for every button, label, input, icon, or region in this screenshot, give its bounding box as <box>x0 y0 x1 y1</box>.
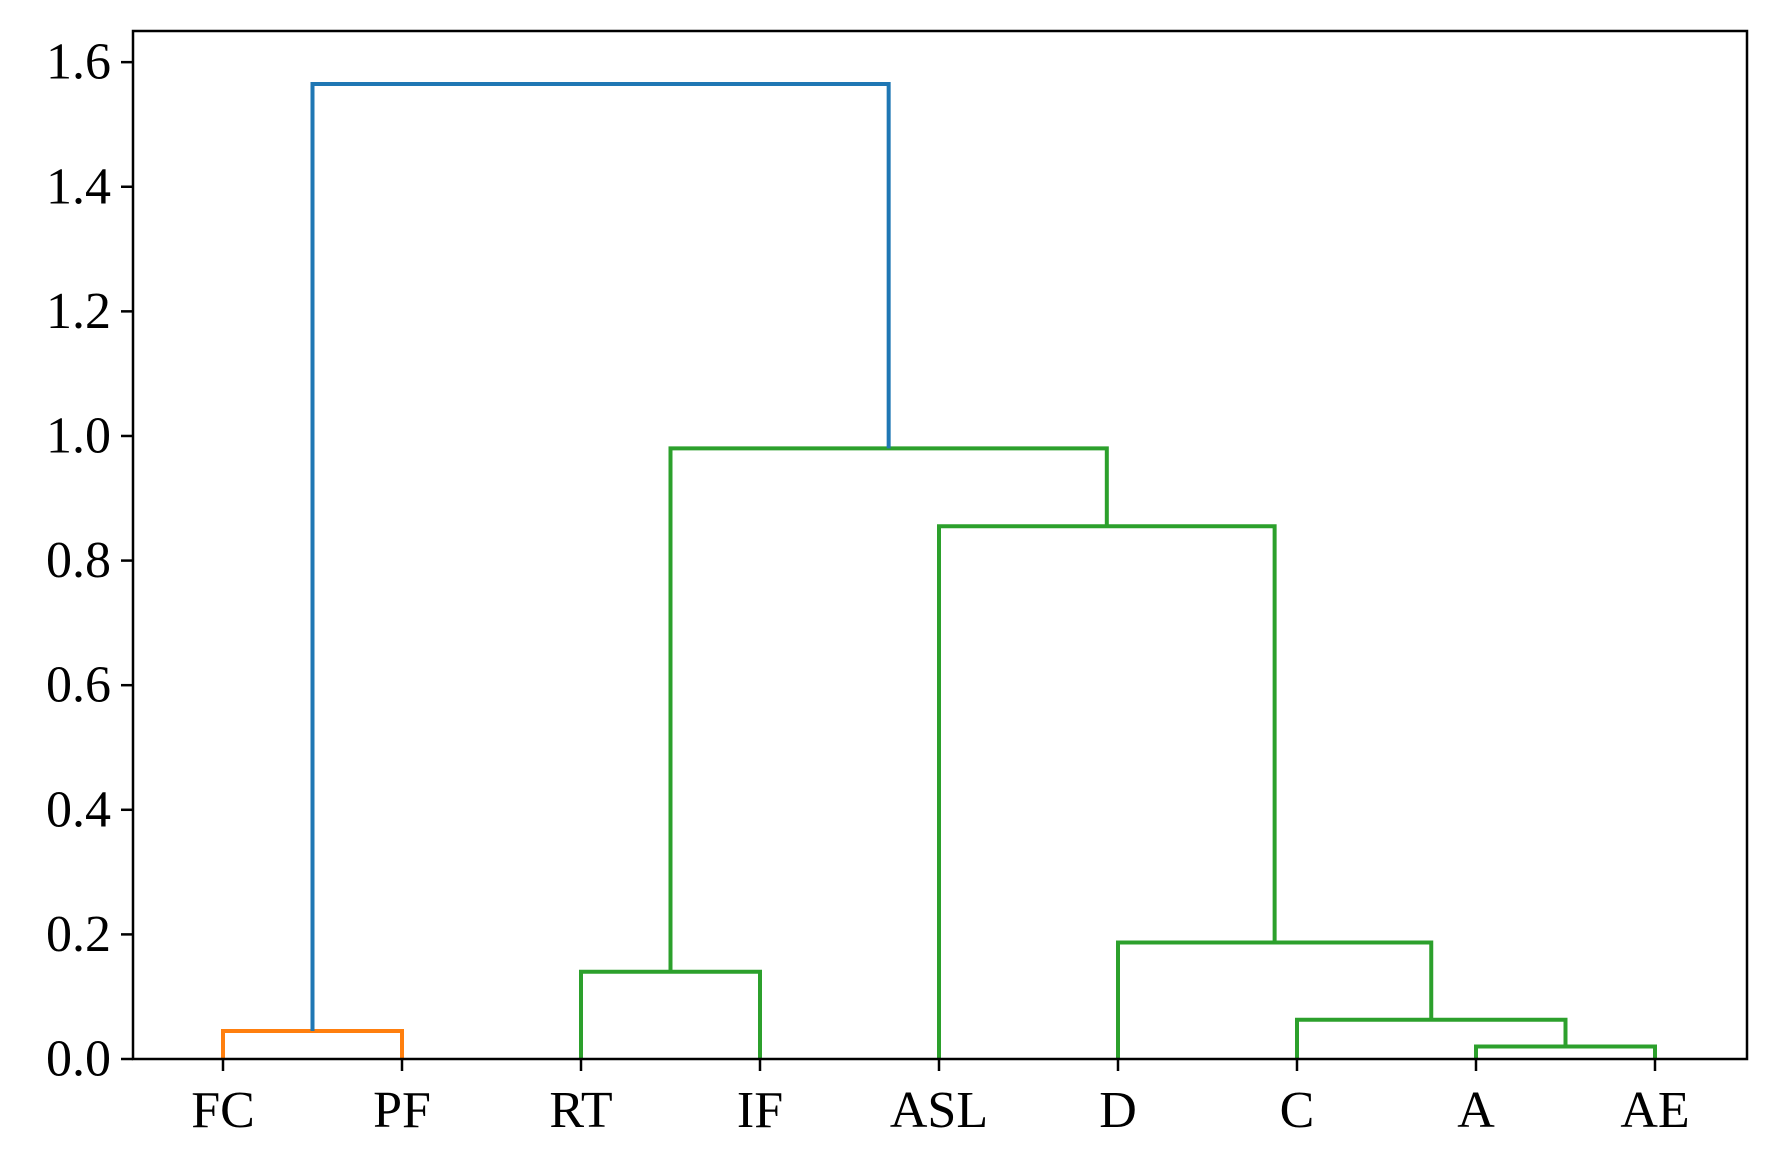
x-axis: FC PF RT IF ASL D C A AE <box>191 1059 1690 1139</box>
dendrogram-link-m1 <box>221 1028 404 1059</box>
y-tick-label: 0.4 <box>46 781 111 838</box>
y-tick-label: 1.4 <box>46 158 111 215</box>
dendrogram-link-m2 <box>579 969 762 1059</box>
dendrogram-link-m3 <box>1474 1044 1657 1059</box>
y-tick-label: 0.0 <box>46 1031 111 1088</box>
y-axis: 0.0 0.2 0.4 0.6 0.8 1.0 1.2 1.4 1.6 <box>46 34 133 1088</box>
x-tick-label-d: D <box>1099 1082 1137 1139</box>
x-tick-label-rt: RT <box>549 1082 612 1139</box>
x-tick-label-pf: PF <box>373 1082 431 1139</box>
y-tick-label: 1.6 <box>46 34 111 91</box>
y-tick-label: 0.2 <box>46 906 111 963</box>
x-tick-label-fc: FC <box>191 1082 255 1139</box>
y-tick-label: 1.2 <box>46 283 111 340</box>
dendrogram-links <box>221 81 1657 1059</box>
dendrogram-link-m4 <box>1295 1017 1568 1059</box>
x-tick-label-asl: ASL <box>890 1082 988 1139</box>
y-tick-label: 0.6 <box>46 657 111 714</box>
dendrogram-link-m8 <box>310 81 891 1031</box>
x-tick-label-if: IF <box>737 1082 783 1139</box>
x-tick-label-a: A <box>1457 1082 1495 1139</box>
dendrogram-link-m5 <box>1116 940 1434 1059</box>
x-tick-label-ae: AE <box>1620 1082 1689 1139</box>
y-tick-label: 0.8 <box>46 532 111 589</box>
x-tick-label-c: C <box>1280 1082 1315 1139</box>
dendrogram-link-m6 <box>937 524 1277 1059</box>
y-tick-label: 1.0 <box>46 407 111 464</box>
